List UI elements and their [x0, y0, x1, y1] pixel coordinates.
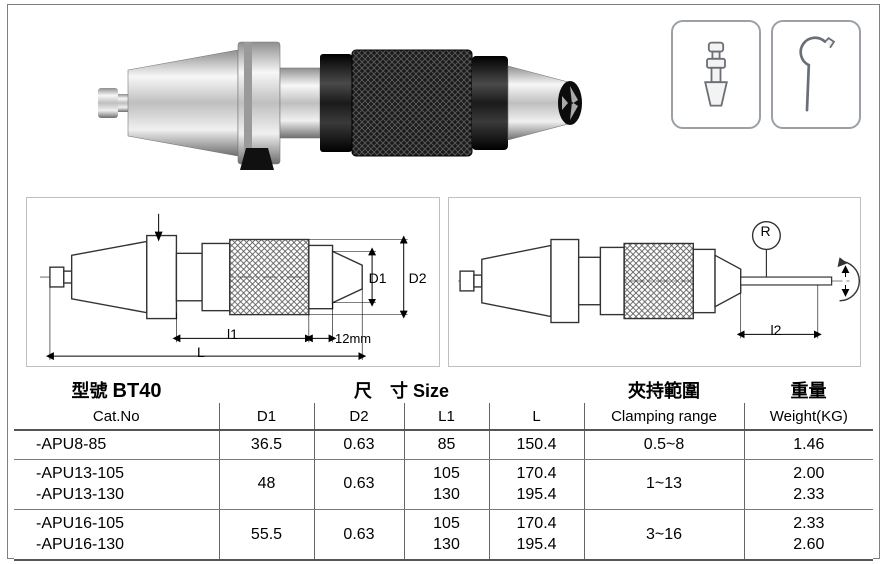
header-catno: Cat.No [14, 403, 219, 430]
cell-wt: 2.332.60 [744, 509, 873, 560]
cell-d2: 0.63 [314, 459, 404, 509]
cell-clamp: 1~13 [584, 459, 744, 509]
accessories-group [671, 20, 861, 129]
model-value: BT40 [113, 380, 162, 402]
cell-l: 170.4195.4 [489, 509, 584, 560]
cell-d1: 48 [219, 459, 314, 509]
cell-l1: 85 [404, 430, 489, 459]
product-photo [68, 20, 608, 185]
cell-wt: 2.002.33 [744, 459, 873, 509]
header-weight-en: Weight(KG) [744, 403, 873, 430]
cell-d1: 55.5 [219, 509, 314, 560]
cell-clamp: 0.5~8 [584, 430, 744, 459]
technical-diagrams: D1 D2 l1 12mm L [26, 197, 861, 367]
header-size: 尺 寸 Size [219, 377, 584, 403]
cell-cat: -APU8-85 [14, 430, 219, 459]
table-row: -APU16-105-APU16-130 55.5 0.63 105130 17… [14, 509, 873, 560]
pull-stud-icon [671, 20, 761, 129]
size-en: Size [413, 381, 449, 401]
label-l2: l2 [771, 322, 782, 338]
label-12mm: 12mm [335, 331, 371, 346]
cell-l1: 105130 [404, 459, 489, 509]
page: D1 D2 l1 12mm L [7, 4, 880, 559]
label-L: L [197, 344, 205, 360]
header-d2: D2 [314, 403, 404, 430]
cell-l: 150.4 [489, 430, 584, 459]
cell-wt: 1.46 [744, 430, 873, 459]
header-clamp-en: Clamping range [584, 403, 744, 430]
header-clamp-cjk: 夾持範圍 [584, 377, 744, 403]
diagram-dimensions: D1 D2 l1 12mm L [26, 197, 440, 367]
label-l1: l1 [227, 326, 238, 342]
cell-cat: -APU16-105-APU16-130 [14, 509, 219, 560]
cell-d1: 36.5 [219, 430, 314, 459]
cell-l1: 105130 [404, 509, 489, 560]
table-row: -APU13-105-APU13-130 48 0.63 105130 170.… [14, 459, 873, 509]
size-cjk: 尺 寸 [354, 381, 408, 401]
cell-l: 170.4195.4 [489, 459, 584, 509]
spec-table: 型號 BT40 尺 寸 Size 夾持範圍 重量 Cat.No D1 D2 L1… [14, 377, 873, 561]
label-d2: D2 [409, 270, 427, 286]
header-l: L [489, 403, 584, 430]
header-model: 型號 BT40 [14, 377, 219, 403]
model-label: 型號 [72, 381, 108, 401]
cell-clamp: 3~16 [584, 509, 744, 560]
diagram-runout: R l2 [448, 197, 862, 367]
hook-spanner-icon [771, 20, 861, 129]
cell-d2: 0.63 [314, 509, 404, 560]
cell-d2: 0.63 [314, 430, 404, 459]
table-row: -APU8-85 36.5 0.63 85 150.4 0.5~8 1.46 [14, 430, 873, 459]
header-weight-cjk: 重量 [744, 377, 873, 403]
label-r: R [761, 223, 771, 239]
cell-cat: -APU13-105-APU13-130 [14, 459, 219, 509]
header-l1: L1 [404, 403, 489, 430]
label-d1: D1 [369, 270, 387, 286]
header-d1: D1 [219, 403, 314, 430]
